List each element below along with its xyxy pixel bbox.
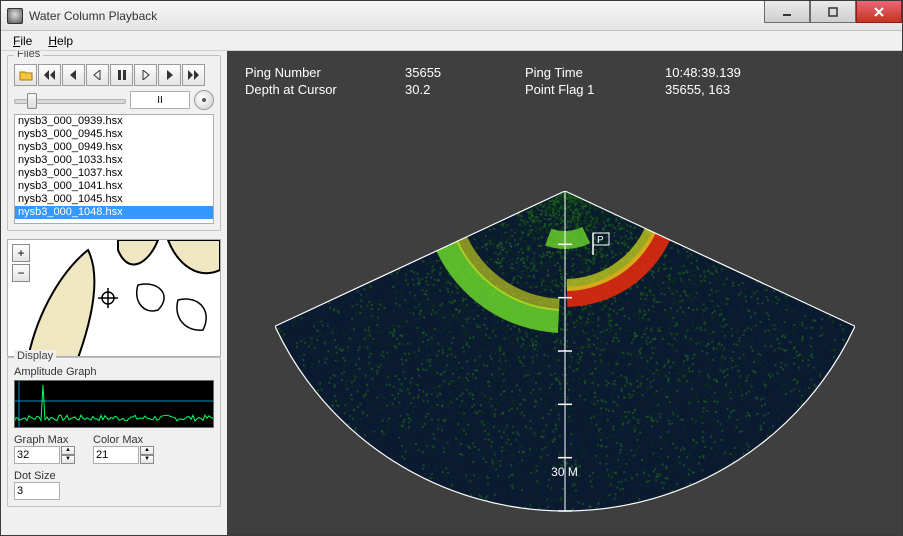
step-fwd-button[interactable] [158, 64, 181, 86]
files-group: Files II [7, 55, 221, 231]
amplitude-graph [14, 380, 214, 428]
file-item[interactable]: nysb3_000_0945.hsx [15, 128, 213, 141]
viewer-panel: Ping Number 35655 Ping Time 10:48:39.139… [227, 51, 902, 535]
record-button[interactable] [194, 90, 214, 110]
play-back-button[interactable] [86, 64, 109, 86]
window-title: Water Column Playback [29, 9, 764, 23]
pause-button[interactable] [110, 64, 133, 86]
close-button[interactable] [856, 1, 902, 23]
color-max-spinner[interactable]: ▲▼ [140, 446, 154, 464]
menu-help[interactable]: Help [40, 32, 81, 50]
color-max-field: Color Max ▲▼ [93, 434, 154, 464]
titlebar: Water Column Playback [1, 1, 902, 31]
rewind-button[interactable] [38, 64, 61, 86]
graph-max-field: Graph Max ▲▼ [14, 434, 75, 464]
open-file-button[interactable] [14, 64, 37, 86]
point-flag-label: Point Flag 1 [525, 82, 665, 97]
window-buttons [764, 1, 902, 30]
target-icon [202, 98, 206, 102]
sidebar: Files II [1, 51, 227, 535]
maximize-button[interactable] [810, 1, 856, 23]
play-button[interactable] [134, 64, 157, 86]
ping-number-value: 35655 [405, 65, 525, 80]
playback-toolbar [14, 64, 214, 86]
position-thumb[interactable] [27, 93, 37, 109]
zoom-out-button[interactable]: − [12, 264, 30, 282]
position-slider[interactable] [14, 91, 126, 109]
step-back-button[interactable] [62, 64, 85, 86]
depth-scale-label: 30 M [551, 465, 578, 479]
map-canvas [8, 240, 220, 357]
ffwd-button[interactable] [182, 64, 205, 86]
app-icon [7, 8, 23, 24]
menu-file[interactable]: File [5, 32, 40, 50]
dot-size-label: Dot Size [14, 470, 60, 482]
files-legend: Files [14, 51, 43, 60]
app-window: Water Column Playback File Help Files [0, 0, 903, 536]
file-item[interactable]: nysb3_000_0939.hsx [15, 115, 213, 128]
info-block: Ping Number 35655 Ping Time 10:48:39.139… [245, 65, 884, 99]
ping-time-label: Ping Time [525, 65, 665, 80]
state-display: II [130, 91, 190, 109]
display-legend: Display [14, 350, 56, 362]
graph-max-input[interactable] [14, 446, 60, 464]
file-list[interactable]: nysb3_000_0939.hsxnysb3_000_0945.hsxnysb… [14, 114, 214, 224]
color-max-label: Color Max [93, 434, 154, 446]
minimize-button[interactable] [764, 1, 810, 23]
file-item[interactable]: nysb3_000_1033.hsx [15, 154, 213, 167]
file-item[interactable]: nysb3_000_1041.hsx [15, 180, 213, 193]
point-flag-value: 35655, 163 [665, 82, 884, 97]
color-max-input[interactable] [93, 446, 139, 464]
file-item[interactable]: nysb3_000_1048.hsx [15, 206, 213, 219]
zoom-in-button[interactable]: + [12, 244, 30, 262]
dot-size-field: Dot Size [14, 470, 60, 500]
main-area: Files II [1, 51, 902, 535]
file-item[interactable]: nysb3_000_1045.hsx [15, 193, 213, 206]
dot-size-input[interactable] [14, 482, 60, 500]
position-row: II [14, 90, 214, 110]
ping-number-label: Ping Number [245, 65, 405, 80]
zoom-controls: + − [12, 244, 30, 284]
graph-max-label: Graph Max [14, 434, 75, 446]
graph-max-spinner[interactable]: ▲▼ [61, 446, 75, 464]
map-panel[interactable]: + − [7, 239, 221, 357]
file-item[interactable]: nysb3_000_1037.hsx [15, 167, 213, 180]
depth-value: 30.2 [405, 82, 525, 97]
ping-time-value: 10:48:39.139 [665, 65, 884, 80]
file-item[interactable]: nysb3_000_0949.hsx [15, 141, 213, 154]
depth-label: Depth at Cursor [245, 82, 405, 97]
menubar: File Help [1, 31, 902, 51]
display-group: Display Amplitude Graph Graph Max ▲▼ Col… [7, 357, 221, 507]
amplitude-label: Amplitude Graph [14, 366, 214, 378]
